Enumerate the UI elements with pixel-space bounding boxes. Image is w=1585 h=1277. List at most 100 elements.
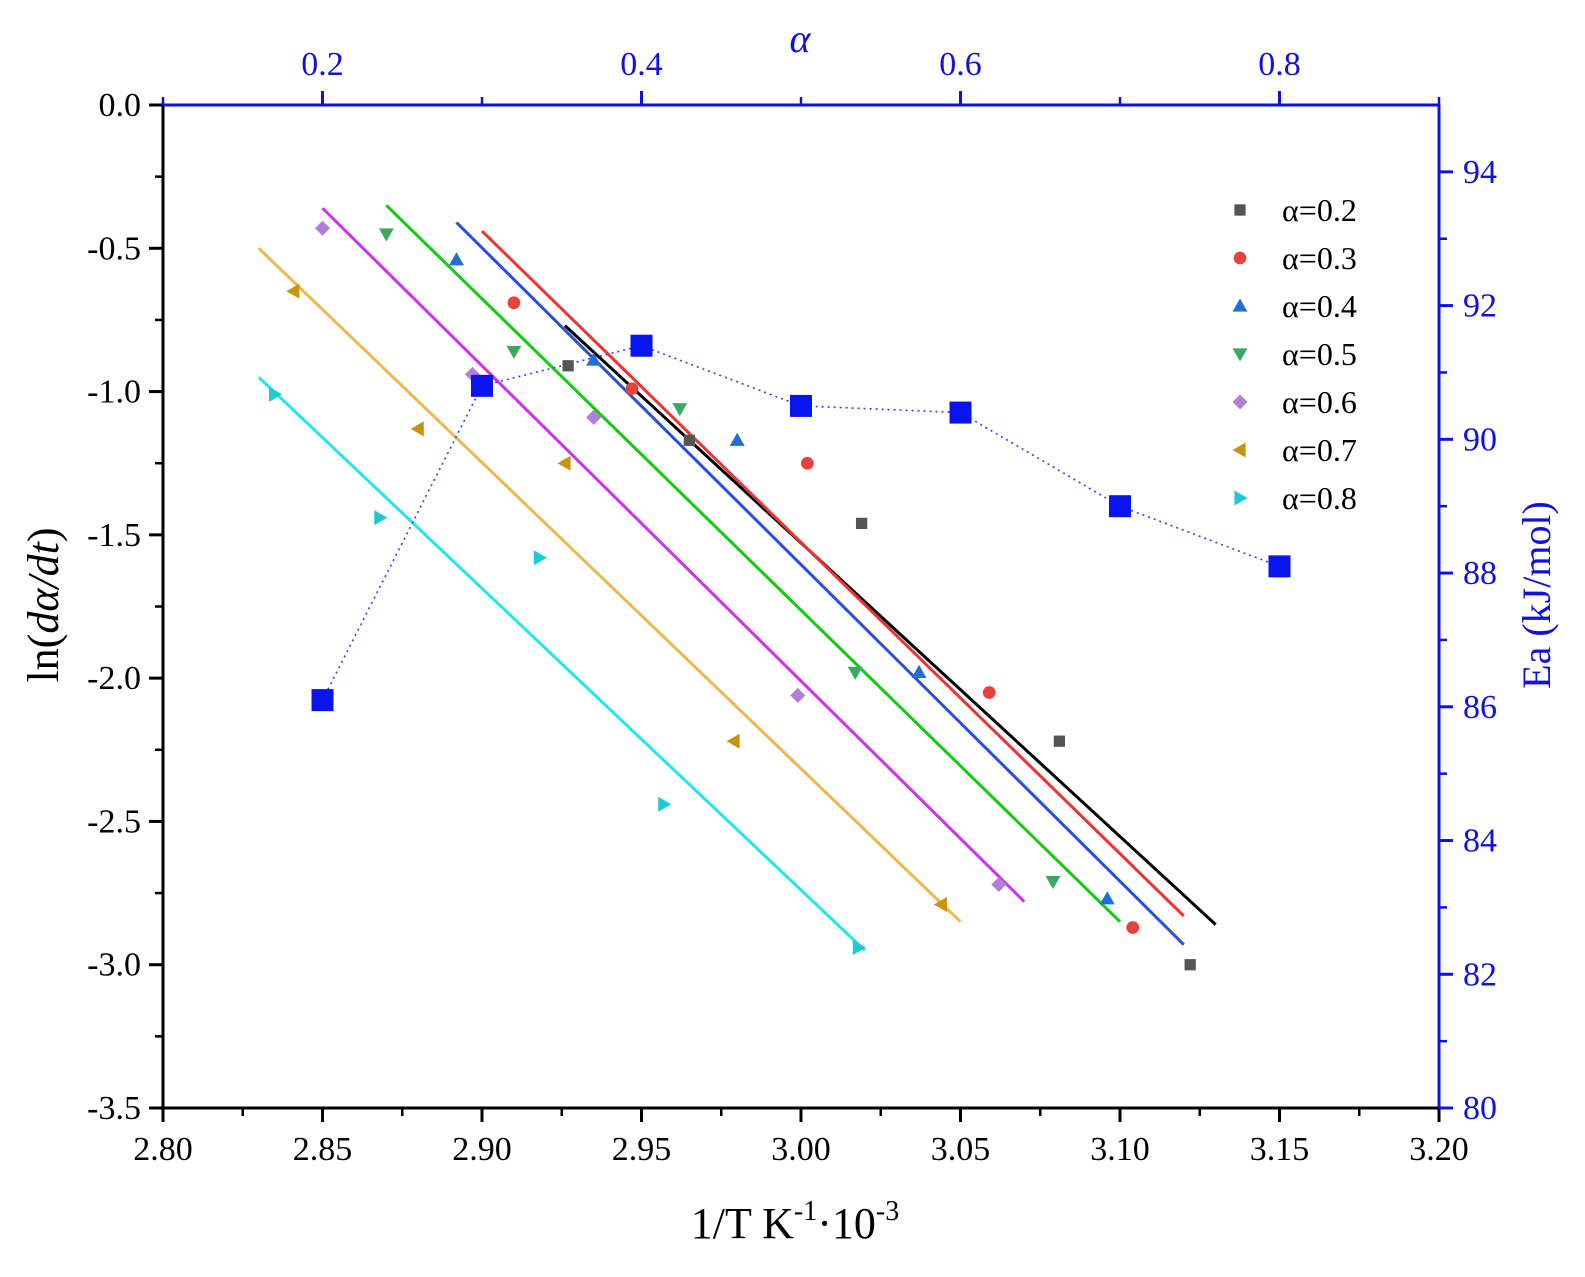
data-point xyxy=(933,897,947,913)
fit-line xyxy=(257,376,866,952)
y-tick-label: -3.0 xyxy=(87,947,141,984)
legend-marker xyxy=(1234,204,1246,216)
data-point xyxy=(448,252,464,266)
fit-line xyxy=(455,221,1185,946)
data-point xyxy=(991,876,1007,892)
ea-point xyxy=(1268,555,1291,578)
right-tick-label: 92 xyxy=(1463,288,1497,325)
data-point xyxy=(378,228,394,242)
data-point xyxy=(533,550,547,566)
data-point xyxy=(855,517,868,530)
data-point xyxy=(1045,875,1061,890)
top-x-axis-title: α xyxy=(790,16,812,61)
ea-point xyxy=(630,334,653,357)
axis-ticks: 2.80 2.85 2.90 2.95 3.00 3.05 3.10 3.15 3.20 0.0 -… xyxy=(87,46,1497,1168)
legend-marker xyxy=(1232,298,1248,312)
data-point xyxy=(507,296,521,310)
legend-label: α=0.5 xyxy=(1282,336,1357,372)
ea-point xyxy=(1109,495,1131,518)
data-point xyxy=(1184,959,1196,971)
y-axis-title: ln(dα/dt) xyxy=(19,527,68,682)
data-point xyxy=(658,796,672,812)
data-point xyxy=(586,409,602,425)
y-tick-label: -2.5 xyxy=(87,803,141,840)
right-tick-label: 90 xyxy=(1463,421,1497,458)
right-tick-label: 80 xyxy=(1463,1090,1497,1127)
data-point xyxy=(286,283,300,299)
fit-line xyxy=(563,324,1217,926)
x-tick-label: 2.90 xyxy=(452,1131,512,1168)
legend-label: α=0.7 xyxy=(1282,432,1357,468)
data-point xyxy=(726,733,740,749)
fit-line xyxy=(385,204,1122,923)
legend-marker xyxy=(1232,394,1248,410)
top-tick-label: 0.6 xyxy=(939,46,982,83)
data-point xyxy=(1099,891,1115,905)
x-tick-label: 3.10 xyxy=(1090,1131,1150,1168)
y-tick-label: -0.5 xyxy=(87,230,141,267)
x-tick-label: 2.85 xyxy=(293,1131,353,1168)
data-point xyxy=(506,345,522,359)
data-point xyxy=(672,403,688,417)
data-point xyxy=(1126,921,1140,934)
data-point xyxy=(557,455,571,471)
ea-point xyxy=(949,401,972,424)
fit-line xyxy=(480,230,1185,918)
legend-marker xyxy=(1233,251,1247,265)
x-tick-label: 3.05 xyxy=(931,1131,991,1168)
data-point xyxy=(847,666,863,680)
fit-lines xyxy=(257,204,1217,952)
x-tick-label: 3.20 xyxy=(1409,1131,1469,1168)
legend-marker xyxy=(1232,348,1248,362)
x-axis-title: 1/T K-1·10-3 xyxy=(691,1196,899,1248)
legend-marker xyxy=(1232,442,1246,458)
ea-point xyxy=(311,689,334,712)
right-tick-label: 94 xyxy=(1463,154,1497,191)
right-tick-label: 84 xyxy=(1463,823,1497,860)
data-point xyxy=(374,510,388,526)
y-tick-label: -2.0 xyxy=(87,660,141,697)
x-tick-label: 3.15 xyxy=(1250,1131,1310,1168)
data-point xyxy=(801,456,814,470)
data-point xyxy=(852,940,866,956)
x-tick-label: 2.80 xyxy=(133,1131,193,1168)
x-tick-label: 2.95 xyxy=(612,1131,672,1168)
data-point xyxy=(410,421,424,437)
ea-point xyxy=(471,374,493,397)
right-tick-label: 88 xyxy=(1463,555,1497,592)
legend-label: α=0.2 xyxy=(1282,192,1357,228)
legend-marker xyxy=(1234,490,1248,506)
data-point xyxy=(729,432,745,446)
fit-line xyxy=(321,207,1026,903)
data-point xyxy=(1053,735,1066,747)
top-tick-label: 0.8 xyxy=(1258,46,1301,83)
right-tick-label: 82 xyxy=(1463,956,1497,993)
legend-label: α=0.8 xyxy=(1282,480,1357,516)
data-point xyxy=(683,434,695,446)
top-tick-label: 0.4 xyxy=(620,46,663,83)
y-tick-label: -1.5 xyxy=(87,517,141,554)
data-point xyxy=(269,386,283,402)
ea-point xyxy=(790,394,812,417)
data-point xyxy=(562,360,574,372)
y-tick-label: -3.5 xyxy=(87,1090,141,1127)
right-tick-label: 86 xyxy=(1463,689,1497,726)
x-tick-label: 3.00 xyxy=(771,1131,831,1168)
legend-label: α=0.3 xyxy=(1282,240,1357,276)
y-tick-label: -1.0 xyxy=(87,374,141,411)
top-tick-label: 0.2 xyxy=(301,46,344,83)
data-point xyxy=(586,352,602,366)
data-markers xyxy=(269,220,1291,971)
fit-line xyxy=(257,247,962,923)
data-point xyxy=(790,687,806,703)
legend-label: α=0.6 xyxy=(1282,384,1357,420)
right-y-axis-title: Ea (kJ/mol) xyxy=(1514,501,1559,689)
data-point xyxy=(315,220,330,236)
data-point xyxy=(911,664,927,679)
legend-label: α=0.4 xyxy=(1282,288,1357,324)
y-tick-label: 0.0 xyxy=(99,87,142,124)
legend: α=0.2 α=0.3 α=0.4 α=0.5 α=0.6 α=0.7 α=0.8 xyxy=(1232,192,1357,516)
data-point xyxy=(625,382,639,396)
